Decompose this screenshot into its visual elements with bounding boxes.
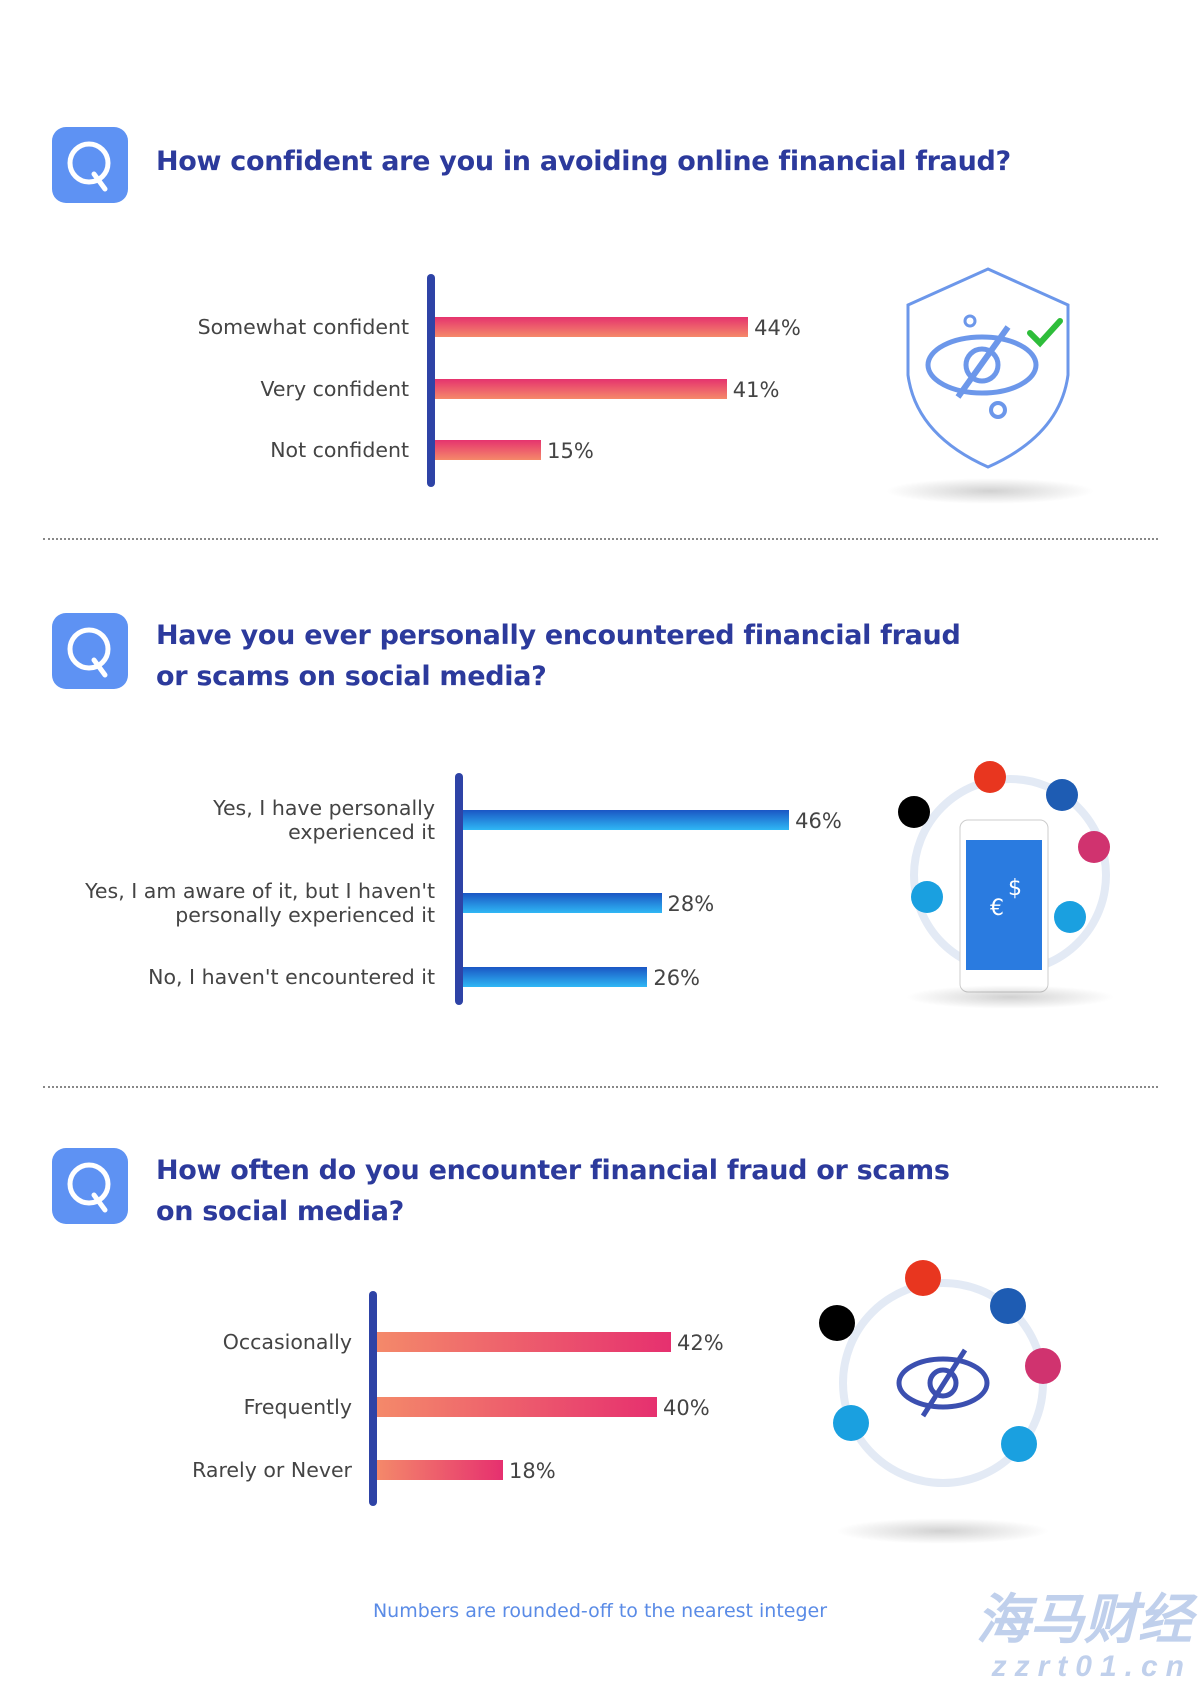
bar-label-line: personally experienced it [175,903,435,927]
svg-text:$: $ [1008,876,1022,901]
bar-label-line: Yes, I am aware of it, but I haven't [85,879,435,903]
shadow [885,478,1095,504]
question-1-title: How confident are you in avoiding online… [156,146,1011,177]
divider [43,1086,1158,1088]
bar-label: Frequently [0,1395,352,1419]
q-icon [52,1148,128,1224]
bar [463,893,662,913]
svg-text:€: € [990,896,1004,921]
phone-social-media-currency-icon: €$ [898,761,1110,993]
bar [463,967,648,987]
shield-eye-check-icon [906,267,1070,469]
bar-label-line: Frequently [243,1395,352,1419]
bar-value: 46% [795,809,842,833]
shadow [835,1518,1050,1544]
question-3-title: How often do you encounter financial fra… [156,1150,950,1232]
bar-value: 42% [677,1331,724,1355]
bar-label: Somewhat confident [0,315,409,339]
title-line: Have you ever personally encountered fin… [156,620,961,651]
social-media-eye-icon [819,1260,1061,1487]
bar-label: Not confident [0,438,409,462]
footnote: Numbers are rounded-off to the nearest i… [372,1600,828,1622]
bar [434,440,542,460]
bar-label-line: experienced it [288,820,435,844]
bar-label: Very confident [0,377,410,401]
bar-label-line: Occasionally [222,1330,352,1354]
bar-value: 28% [667,892,715,916]
chart-1-axis [427,274,435,487]
bar [377,1332,671,1352]
bar-value: 26% [653,966,701,990]
bar-label-line: Very confident [260,377,410,401]
bar-label-line: Rarely or Never [192,1458,352,1482]
bar-label: Yes, I have personally experienced it [15,796,435,844]
bar-label: Yes, I am aware of it, but I haven't pers… [15,879,435,927]
bar-value: 15% [547,439,594,463]
bar-value: 18% [509,1459,556,1483]
bar [434,317,749,337]
chart-2-axis [455,773,463,1005]
bar-value: 44% [754,316,801,340]
bar [463,810,790,830]
divider [43,538,1158,540]
chart-3-axis [369,1291,377,1506]
bar-label: Occasionally [0,1330,352,1354]
bar-label-line: No, I haven't encountered it [148,965,435,989]
bar-value: 40% [663,1396,710,1420]
bar-label: No, I haven't encountered it [15,965,435,989]
bar-label-line: Somewhat confident [197,315,409,339]
title-line: How often do you encounter financial fra… [156,1155,950,1186]
bar-label-line: Not confident [270,438,409,462]
q-icon [52,613,128,689]
bar [377,1460,503,1480]
bar [434,379,727,399]
bar-label-line: Yes, I have personally [213,796,435,820]
bar [377,1397,657,1417]
watermark-line2: zzrt01.cn [991,1650,1192,1683]
title-line: on social media? [156,1196,405,1227]
q-icon [52,127,128,203]
title-line: or scams on social media? [156,661,547,692]
shadow [905,985,1115,1009]
watermark-line1: 海马财经 [976,1590,1192,1650]
bar-value: 41% [732,378,780,402]
bar-label: Rarely or Never [0,1458,352,1482]
question-2-title: Have you ever personally encountered fin… [156,615,961,697]
watermark: 海马财经 zzrt01.cn [976,1590,1192,1684]
